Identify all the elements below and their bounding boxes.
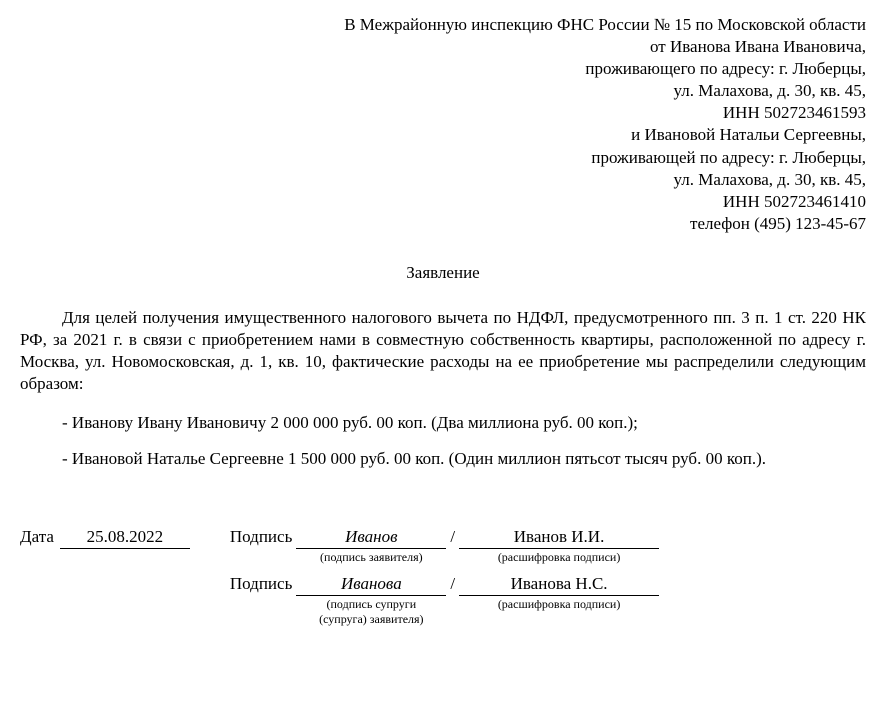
name-hint-2: (расшифровка подписи) bbox=[459, 598, 659, 611]
header-line: телефон (495) 123-45-67 bbox=[20, 213, 866, 235]
signature-value-2: Иванова bbox=[296, 574, 446, 596]
date-value: 25.08.2022 bbox=[60, 527, 190, 549]
slash: / bbox=[446, 527, 459, 547]
signature-row-1: Дата 25.08.2022 Подпись Иванов (подпись … bbox=[20, 527, 866, 564]
header-line: ИНН 502723461410 bbox=[20, 191, 866, 213]
header-line: ИНН 502723461593 bbox=[20, 102, 866, 124]
slash: / bbox=[446, 574, 459, 594]
date-cell: 25.08.2022 bbox=[60, 527, 190, 549]
distribution-item-1: - Иванову Ивану Ивановичу 2 000 000 руб.… bbox=[20, 412, 866, 434]
signature-value-1: Иванов bbox=[296, 527, 446, 549]
document-page: В Межрайонную инспекцию ФНС России № 15 … bbox=[0, 0, 886, 712]
signature-hint-1: (подпись заявителя) bbox=[296, 551, 446, 564]
date-label: Дата bbox=[20, 527, 54, 547]
recipient-header: В Межрайонную инспекцию ФНС России № 15 … bbox=[20, 14, 866, 235]
header-line: и Ивановой Натальи Сергеевны, bbox=[20, 124, 866, 146]
header-line: ул. Малахова, д. 30, кв. 45, bbox=[20, 80, 866, 102]
header-line: В Межрайонную инспекцию ФНС России № 15 … bbox=[20, 14, 866, 36]
header-line: проживающей по адресу: г. Люберцы, bbox=[20, 147, 866, 169]
signature-label: Подпись bbox=[230, 527, 292, 547]
name-hint-1: (расшифровка подписи) bbox=[459, 551, 659, 564]
header-line: от Иванова Ивана Ивановича, bbox=[20, 36, 866, 58]
name-value-2: Иванова Н.С. bbox=[459, 574, 659, 596]
document-title: Заявление bbox=[20, 263, 866, 283]
signature-cell-1: Иванов (подпись заявителя) bbox=[296, 527, 446, 564]
header-line: проживающего по адресу: г. Люберцы, bbox=[20, 58, 866, 80]
name-cell-2: Иванова Н.С. (расшифровка подписи) bbox=[459, 574, 659, 611]
body-paragraph-1: Для целей получения имущественного налог… bbox=[20, 307, 866, 395]
signature-hint-2b: (супруга) заявителя) bbox=[296, 613, 446, 626]
signature-row-2: Дата Подпись Иванова (подпись супруги (с… bbox=[20, 574, 866, 626]
signature-label-2: Подпись bbox=[230, 574, 292, 594]
name-value-1: Иванов И.И. bbox=[459, 527, 659, 549]
signature-cell-2: Иванова (подпись супруги (супруга) заяви… bbox=[296, 574, 446, 626]
header-line: ул. Малахова, д. 30, кв. 45, bbox=[20, 169, 866, 191]
name-cell-1: Иванов И.И. (расшифровка подписи) bbox=[459, 527, 659, 564]
distribution-item-2: - Ивановой Наталье Сергеевне 1 500 000 р… bbox=[20, 448, 866, 470]
signature-area: Дата 25.08.2022 Подпись Иванов (подпись … bbox=[20, 527, 866, 627]
signature-hint-2a: (подпись супруги bbox=[296, 598, 446, 611]
